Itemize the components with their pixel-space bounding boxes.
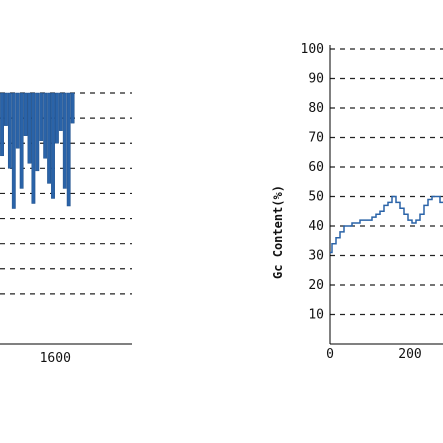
right-y-tick-label: 50 xyxy=(308,190,324,205)
right-y-tick-label: 10 xyxy=(308,308,324,323)
left-bar xyxy=(35,92,40,172)
right-y-tick-label: 90 xyxy=(308,72,324,87)
left-bar xyxy=(0,92,4,157)
left-x-tick-labels: 14001600 xyxy=(40,351,71,366)
left-bar xyxy=(47,92,52,184)
right-y-tick-label: 100 xyxy=(301,42,324,57)
left-bars xyxy=(0,92,75,209)
left-bar xyxy=(31,92,36,204)
right-y-tick-label: 20 xyxy=(308,278,324,293)
right-y-tick-label: 40 xyxy=(308,219,324,234)
left-bar xyxy=(15,92,20,149)
left-bar xyxy=(55,92,59,144)
gc-content-series-line xyxy=(330,195,443,254)
left-bar-chart: 14001600 xyxy=(0,92,132,366)
left-bar xyxy=(43,92,48,159)
right-y-axis-label: Gc Content(%) xyxy=(271,185,285,279)
left-x-tick-label: 1600 xyxy=(40,351,71,366)
right-y-tick-label: 30 xyxy=(308,249,324,264)
right-x-tick-label: 0 xyxy=(326,347,334,362)
left-bar xyxy=(66,92,71,207)
right-gridlines xyxy=(330,48,443,316)
right-y-tick-label: 60 xyxy=(308,160,324,175)
right-y-tick-label: 70 xyxy=(308,131,324,146)
left-bar xyxy=(70,92,75,124)
left-bar xyxy=(23,92,28,136)
left-bar xyxy=(27,92,32,164)
right-x-tick-label: 200 xyxy=(398,347,421,362)
right-y-tick-label: 80 xyxy=(308,101,324,116)
left-bar xyxy=(19,92,24,189)
left-bar xyxy=(4,92,8,126)
left-bar xyxy=(39,92,44,141)
left-bar xyxy=(51,92,55,199)
right-y-tick-labels: 10 20 30 40 50 60 70 80 90 100 xyxy=(301,42,324,323)
left-bar xyxy=(11,92,16,209)
left-bar xyxy=(7,92,12,169)
left-bar xyxy=(62,92,67,189)
left-bar xyxy=(58,92,63,131)
right-x-tick-labels: 0200400 xyxy=(326,347,422,362)
